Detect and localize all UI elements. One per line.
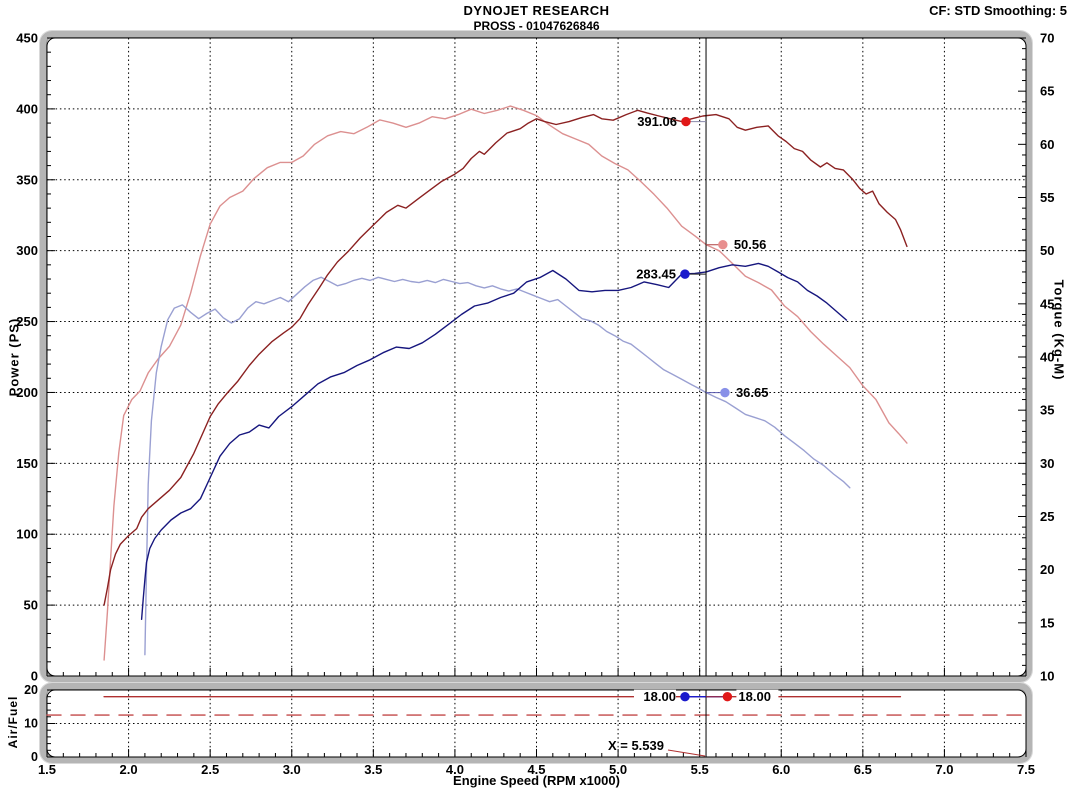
power-tick-label: 400 <box>16 101 38 116</box>
run004-color-swatch-icon <box>93 77 104 89</box>
run004-max-power: Max Power = 398.91 <box>221 76 339 90</box>
rpm-axis-title: Engine Speed (RPM x1000) <box>453 773 620 788</box>
main-chart-panel <box>40 31 1032 682</box>
legend-row-run003: RunFile_003.drf Max Power = 292.37 Max T… <box>93 62 482 76</box>
power-tick-label: 0 <box>31 669 38 684</box>
run004-max-torque: Max Torque = 65.83 <box>367 76 482 90</box>
torque-tick-label: 35 <box>1040 403 1054 418</box>
airfuel-tick-label: 10 <box>24 717 38 731</box>
torque-tick-label: 10 <box>1040 669 1054 684</box>
torque-tick-label: 25 <box>1040 509 1054 524</box>
power-tick-label: 300 <box>16 243 38 258</box>
run003-color-swatch-icon <box>93 63 104 75</box>
torque-tick-label: 30 <box>1040 456 1054 471</box>
airfuel-tick-label: 20 <box>24 683 38 697</box>
torque-tick-label: 15 <box>1040 615 1054 630</box>
correction-smoothing-label: CF: STD Smoothing: 5 <box>929 3 1067 18</box>
torque-tick-label: 55 <box>1040 190 1054 205</box>
run004-file-name[interactable]: RunFile_004.drf <box>108 76 202 90</box>
power-axis-title: Power (PS) <box>6 317 22 397</box>
torque-tick-label: 65 <box>1040 84 1054 99</box>
power-tick-label: 50 <box>24 598 38 613</box>
airfuel-axis-title: Air/Fuel <box>6 695 20 749</box>
run003-file-name[interactable]: RunFile_003.drf <box>108 62 202 76</box>
run-legend: RunFile_003.drf Max Power = 292.37 Max T… <box>93 62 482 90</box>
power-tick-label: 100 <box>16 527 38 542</box>
power-tick-label: 350 <box>16 172 38 187</box>
run003-max-torque: Max Torque = 47.59 <box>367 62 482 76</box>
torque-tick-label: 60 <box>1040 137 1054 152</box>
torque-tick-label: 20 <box>1040 562 1054 577</box>
app-title: DYNOJET RESEARCH <box>463 3 610 18</box>
power-tick-label: 150 <box>16 456 38 471</box>
torque-axis-title: Torque (Kg-M) <box>1051 279 1067 381</box>
legend-row-run004: RunFile_004.drf Max Power = 398.91 Max T… <box>93 76 482 90</box>
device-serial: PROSS - 01047626846 <box>473 19 600 33</box>
airfuel-chart-panel <box>40 683 1032 763</box>
run003-max-power: Max Power = 292.37 <box>221 62 339 76</box>
torque-tick-label: 50 <box>1040 243 1054 258</box>
airfuel-tick-label: 0 <box>31 750 38 764</box>
